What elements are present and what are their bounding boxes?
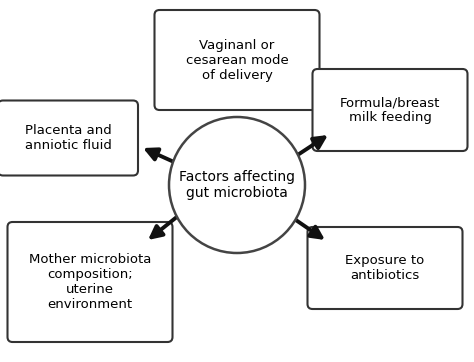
Circle shape: [169, 117, 305, 253]
FancyBboxPatch shape: [0, 101, 138, 176]
FancyBboxPatch shape: [312, 69, 467, 151]
FancyBboxPatch shape: [8, 222, 173, 342]
Text: Factors affecting
gut microbiota: Factors affecting gut microbiota: [179, 170, 295, 200]
Text: Exposure to
antibiotics: Exposure to antibiotics: [346, 254, 425, 282]
Text: Formula/breast
milk feeding: Formula/breast milk feeding: [340, 96, 440, 124]
FancyBboxPatch shape: [155, 10, 319, 110]
Text: Mother microbiota
composition;
uterine
environment: Mother microbiota composition; uterine e…: [29, 253, 151, 311]
Text: Placenta and
anniotic fluid: Placenta and anniotic fluid: [25, 124, 111, 152]
FancyBboxPatch shape: [308, 227, 463, 309]
Text: Vaginanl or
cesarean mode
of delivery: Vaginanl or cesarean mode of delivery: [186, 38, 288, 81]
